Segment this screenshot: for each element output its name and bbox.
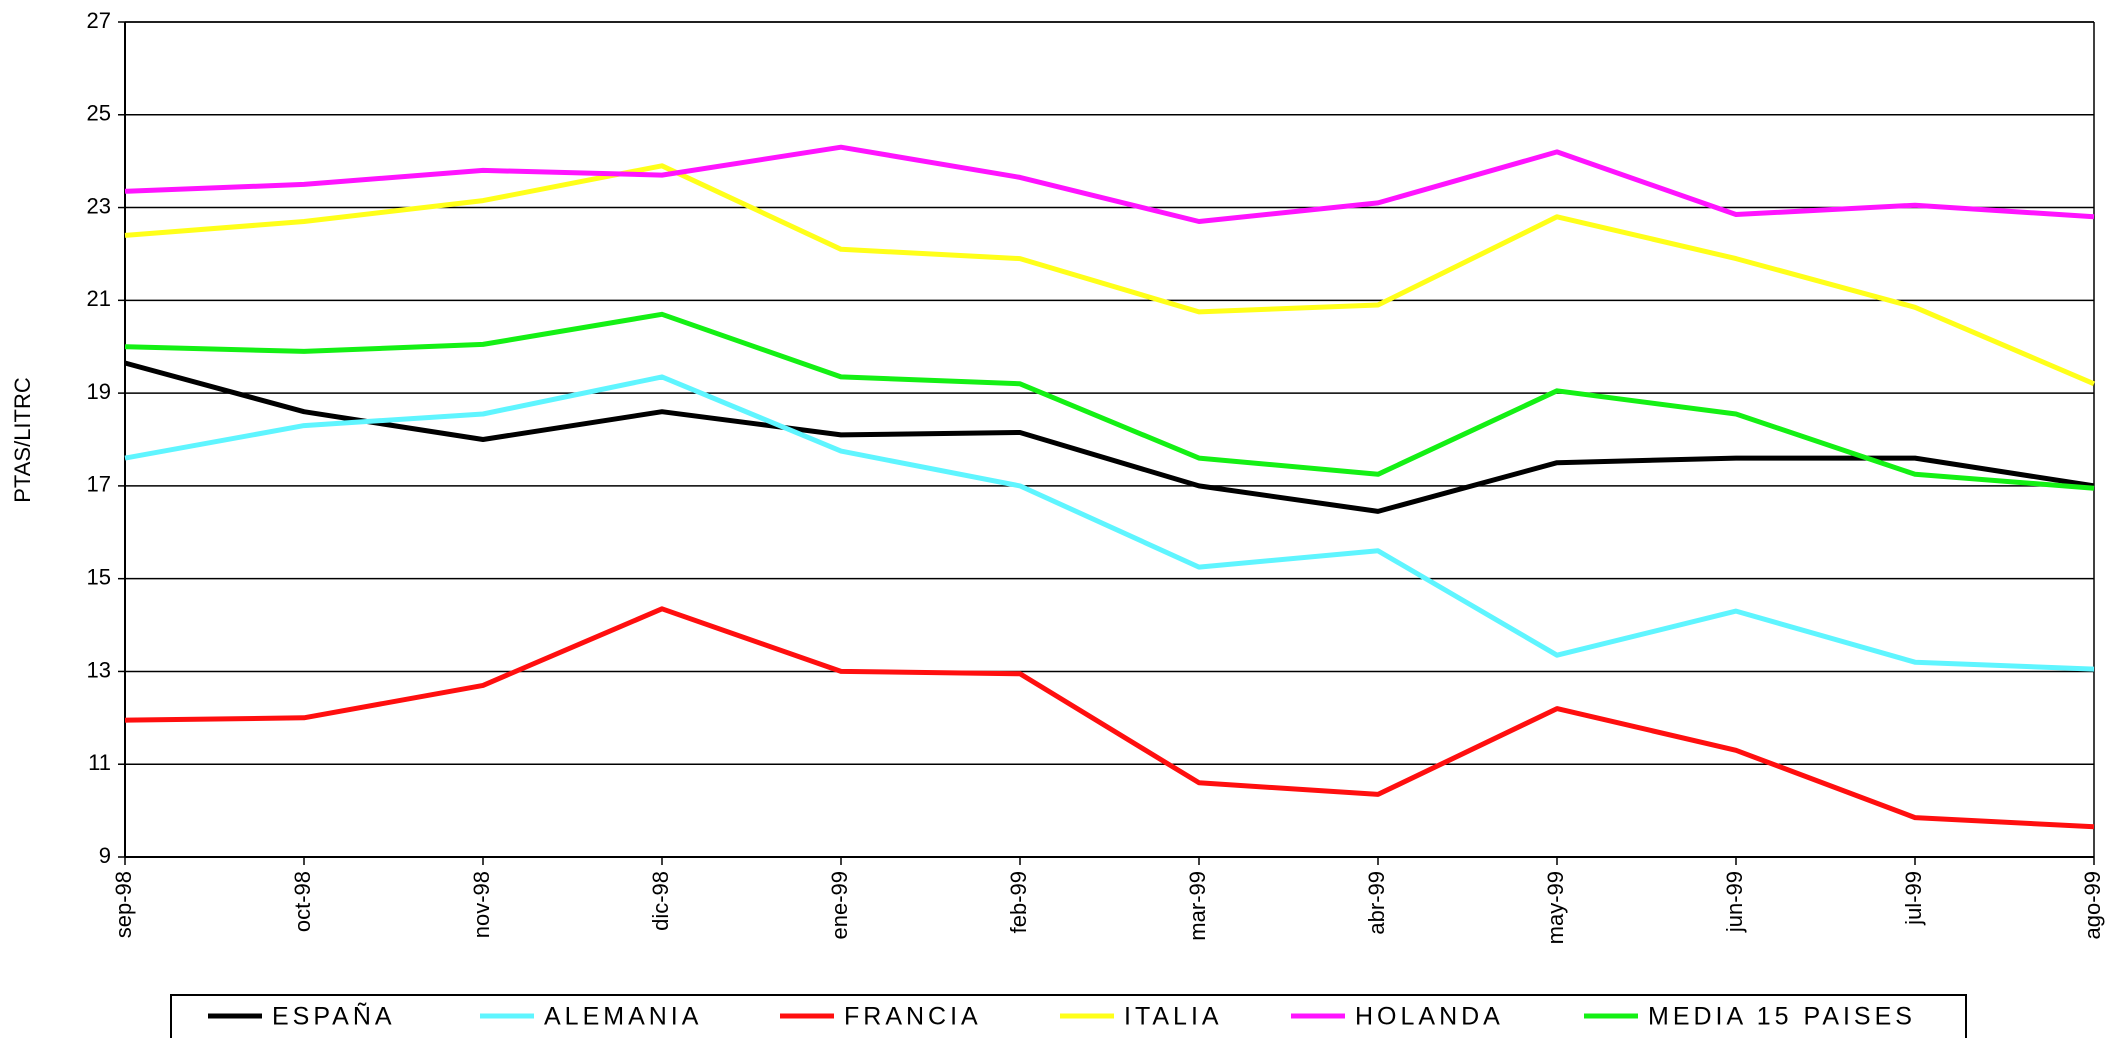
x-tick-label: ago-99 [2080, 871, 2105, 940]
y-tick-label: 25 [87, 101, 111, 126]
x-tick-label: oct-98 [290, 871, 315, 932]
x-tick-label: sep-98 [111, 871, 136, 938]
x-tick-label: jul-99 [1901, 871, 1926, 926]
y-tick-label: 11 [88, 750, 111, 775]
x-tick-label: dic-98 [648, 871, 673, 931]
y-axis-label: PTAS/LITRC [10, 377, 35, 503]
y-tick-label: 17 [87, 472, 111, 497]
y-tick-label: 13 [87, 657, 111, 682]
y-tick-label: 19 [87, 379, 111, 404]
legend-label: HOLANDA [1355, 1003, 1504, 1031]
series-line [124, 374, 2095, 672]
series-line [124, 360, 2095, 514]
x-tick-label: feb-99 [1006, 871, 1031, 933]
y-tick-label: 27 [87, 8, 111, 33]
legend-label: MEDIA 15 PAISES [1648, 1003, 1916, 1031]
x-tick-label: may-99 [1543, 871, 1568, 944]
x-tick-label: mar-99 [1185, 871, 1210, 941]
y-tick-label: 21 [87, 286, 111, 311]
series-line [124, 144, 2095, 224]
x-tick-label: nov-98 [469, 871, 494, 938]
legend-label: ESPAÑA [272, 1002, 396, 1031]
legend-label: ITALIA [1124, 1003, 1223, 1031]
y-tick-label: 9 [99, 843, 111, 868]
series-line [124, 163, 2095, 387]
series-line [124, 606, 2095, 830]
x-tick-label: abr-99 [1364, 871, 1389, 935]
series-line [124, 311, 2095, 491]
legend-label: ALEMANIA [544, 1003, 702, 1031]
legend-label: FRANCIA [844, 1003, 982, 1031]
x-tick-label: jun-99 [1722, 871, 1747, 933]
y-tick-label: 15 [87, 564, 111, 589]
x-tick-label: ene-99 [827, 871, 852, 940]
y-tick-label: 23 [87, 193, 111, 218]
